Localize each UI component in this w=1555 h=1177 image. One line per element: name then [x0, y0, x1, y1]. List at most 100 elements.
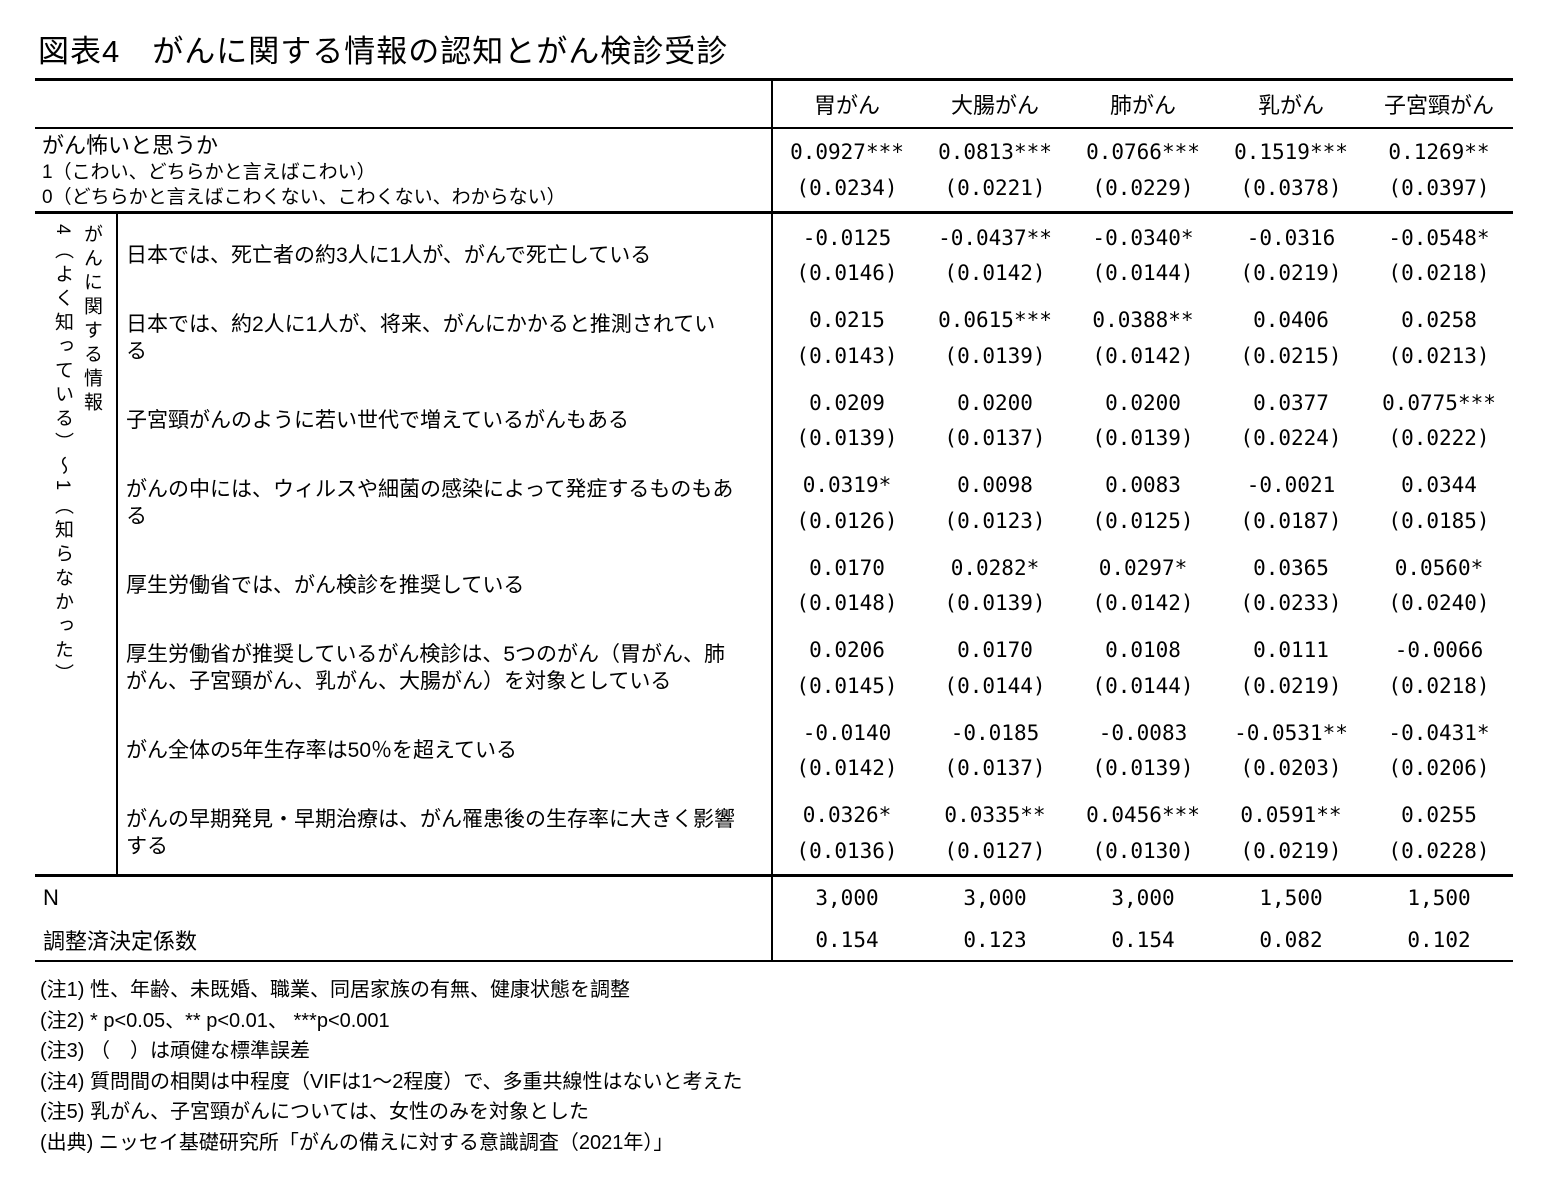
data-cell: -0.0431* (0.0206)	[1365, 709, 1513, 792]
data-cell: 0.0927*** (0.0234)	[773, 129, 921, 211]
table-row: 日本では、死亡者の約3人に1人が、がんで死亡している -0.0125 (0.01…	[118, 214, 1513, 297]
data-cell: 0.0108 (0.0144)	[1069, 627, 1217, 710]
coefficient-value: -0.0021	[1246, 473, 1336, 497]
coefficient-value: 0.0591**	[1240, 803, 1342, 827]
header-stub-cell	[35, 81, 773, 127]
coefficient-value: 0.0388**	[1092, 308, 1194, 332]
coefficient-value: 0.1269**	[1388, 140, 1490, 165]
adjusted-r2-value-cell: 0.154	[1069, 919, 1217, 960]
standard-error-value: (0.0228)	[1388, 838, 1490, 863]
standard-error-value: (0.0145)	[796, 673, 898, 698]
standard-error-value: (0.0142)	[1092, 343, 1194, 368]
coefficient-value: 0.0775***	[1382, 390, 1496, 415]
n-value-cell: 1,500	[1217, 877, 1365, 919]
knowledge-vertical-label-cell: がんに関する情報 4（よく知っている）～1（知らなかった）	[35, 214, 118, 874]
question-label: 厚生労働省では、がん検診を推奨している	[118, 544, 773, 627]
data-cell: 0.0775*** (0.0222)	[1365, 379, 1513, 462]
adjusted-r2-value: 0.154	[1111, 927, 1175, 952]
data-cell: 0.0365 (0.0233)	[1217, 544, 1365, 627]
question-label: がんの中には、ウィルスや細菌の感染によって発症するものもある	[118, 461, 773, 544]
data-cell: -0.0340* (0.0144)	[1069, 214, 1217, 297]
coefficient-value: 0.0927***	[790, 140, 904, 165]
coefficient-value: 0.0377	[1253, 390, 1329, 415]
adjusted-r2-value: 0.123	[963, 927, 1027, 952]
column-header-cervical-cancer: 子宮頸がん	[1383, 93, 1494, 118]
data-cell: 0.0326* (0.0136)	[773, 792, 921, 875]
n-value-cell: 3,000	[921, 877, 1069, 919]
note-line-3: (注3) （ ）は頑健な標準誤差	[40, 1040, 310, 1062]
coefficient-value: -0.0316	[1246, 225, 1336, 250]
adjusted-r2-value: 0.154	[815, 927, 879, 952]
data-cell: 0.0200 (0.0139)	[1069, 379, 1217, 462]
data-cell: 0.0591** (0.0219)	[1217, 792, 1365, 875]
table-row: 子宮頸がんのように若い世代で増えているがんもある 0.0209 (0.0139)…	[118, 379, 1513, 462]
data-cell: 0.0111 (0.0219)	[1217, 627, 1365, 710]
question-label: 日本では、死亡者の約3人に1人が、がんで死亡している	[118, 214, 773, 297]
standard-error-value: (0.0127)	[944, 838, 1046, 863]
data-cell: 0.0377 (0.0224)	[1217, 379, 1365, 462]
standard-error-value: (0.0206)	[1388, 756, 1490, 780]
adjusted-r2-value-cell: 0.082	[1217, 919, 1365, 960]
data-cell: 0.0215 (0.0143)	[773, 297, 921, 380]
note-line-4: (注4) 質問間の相関は中程度（VIFは1～2程度）で、多重共線性はないと考えた	[40, 1070, 743, 1093]
data-cell: 0.0335** (0.0127)	[921, 792, 1069, 875]
coefficient-value: 0.0098	[957, 473, 1033, 497]
data-cell: 0.0560* (0.0240)	[1365, 544, 1513, 627]
n-value: 1,500	[1259, 886, 1323, 910]
standard-error-value: (0.0213)	[1388, 343, 1490, 368]
coefficient-value: 0.0766***	[1086, 140, 1200, 165]
knowledge-rows: 日本では、死亡者の約3人に1人が、がんで死亡している -0.0125 (0.01…	[118, 214, 1513, 874]
table-row: がん全体の5年生存率は50％を超えている -0.0140 (0.0142) -0…	[118, 709, 1513, 792]
coefficient-value: 0.0258	[1401, 308, 1477, 332]
standard-error-value: (0.0219)	[1240, 673, 1342, 698]
data-cell: 0.0297* (0.0142)	[1069, 544, 1217, 627]
standard-error-value: (0.0142)	[1092, 591, 1194, 615]
knowledge-section: がんに関する情報 4（よく知っている）～1（知らなかった） 日本では、死亡者の約…	[35, 214, 1513, 877]
n-value-cell: 1,500	[1365, 877, 1513, 919]
coefficient-value: 0.0615***	[938, 308, 1052, 332]
data-cell: 0.0255 (0.0228)	[1365, 792, 1513, 875]
question-label: 日本では、約2人に1人が、将来、がんにかかると推測されている	[118, 296, 773, 379]
standard-error-value: (0.0222)	[1388, 426, 1490, 450]
coefficient-value: 0.0170	[957, 638, 1033, 662]
data-cell: 0.0319* (0.0126)	[773, 462, 921, 545]
standard-error-value: (0.0137)	[944, 756, 1046, 780]
data-cell: -0.0316 (0.0219)	[1217, 214, 1365, 297]
data-cell: 0.1519*** (0.0378)	[1217, 129, 1365, 211]
fear-section-row: がん怖いと思うか 1（こわい、どちらかと言えばこわい） 0（どちらかと言えばこわ…	[35, 129, 1513, 214]
coefficient-value: -0.0066	[1394, 638, 1484, 662]
data-cell: 0.0098 (0.0123)	[921, 462, 1069, 545]
adjusted-r2-value-cell: 0.102	[1365, 919, 1513, 960]
n-value: 3,000	[963, 886, 1027, 910]
coefficient-value: 0.0326*	[802, 803, 892, 827]
note-line-1: (注1) 性、年齢、未既婚、職業、同居家族の有無、健康状態を調整	[40, 979, 630, 1001]
data-cell: 0.0406 (0.0215)	[1217, 297, 1365, 380]
standard-error-value: (0.0215)	[1240, 343, 1342, 368]
standard-error-value: (0.0203)	[1240, 756, 1342, 780]
adjusted-r2-row: 調整済決定係数 0.154 0.123 0.154 0.082 0.102	[35, 919, 1513, 960]
data-cell: 0.0344 (0.0185)	[1365, 462, 1513, 545]
footnotes: (注1) 性、年齢、未既婚、職業、同居家族の有無、健康状態を調整 (注2) * …	[40, 975, 1555, 1158]
coefficient-value: 0.0170	[809, 555, 885, 580]
standard-error-value: (0.0229)	[1092, 175, 1194, 200]
standard-error-value: (0.0221)	[944, 175, 1046, 200]
table-row: がんの中には、ウィルスや細菌の感染によって発症するものもある 0.0319* (…	[118, 461, 1513, 545]
data-cell: -0.0066 (0.0218)	[1365, 627, 1513, 710]
standard-error-value: (0.0234)	[796, 175, 898, 200]
data-cell: -0.0083 (0.0139)	[1069, 709, 1217, 792]
data-cell: 0.0200 (0.0137)	[921, 379, 1069, 462]
standard-error-value: (0.0144)	[1092, 673, 1194, 698]
coefficient-value: -0.0531**	[1234, 720, 1348, 745]
knowledge-vertical-label-line1: がんに関する情報	[81, 224, 102, 416]
n-value: 1,500	[1407, 886, 1471, 910]
standard-error-value: (0.0123)	[944, 508, 1046, 533]
coefficient-value: 0.0456***	[1086, 803, 1200, 827]
coefficient-value: 0.0319*	[802, 473, 892, 497]
standard-error-value: (0.0397)	[1388, 175, 1490, 200]
standard-error-value: (0.0126)	[796, 508, 898, 533]
coefficient-value: -0.0431*	[1388, 720, 1490, 745]
fear-coding-0-label: 0（どちらかと言えばこわくない、こわくない、わからない）	[42, 187, 566, 208]
data-cell: 0.0258 (0.0213)	[1365, 297, 1513, 380]
n-row: N 3,000 3,000 3,000 1,500 1,500	[35, 877, 1513, 919]
